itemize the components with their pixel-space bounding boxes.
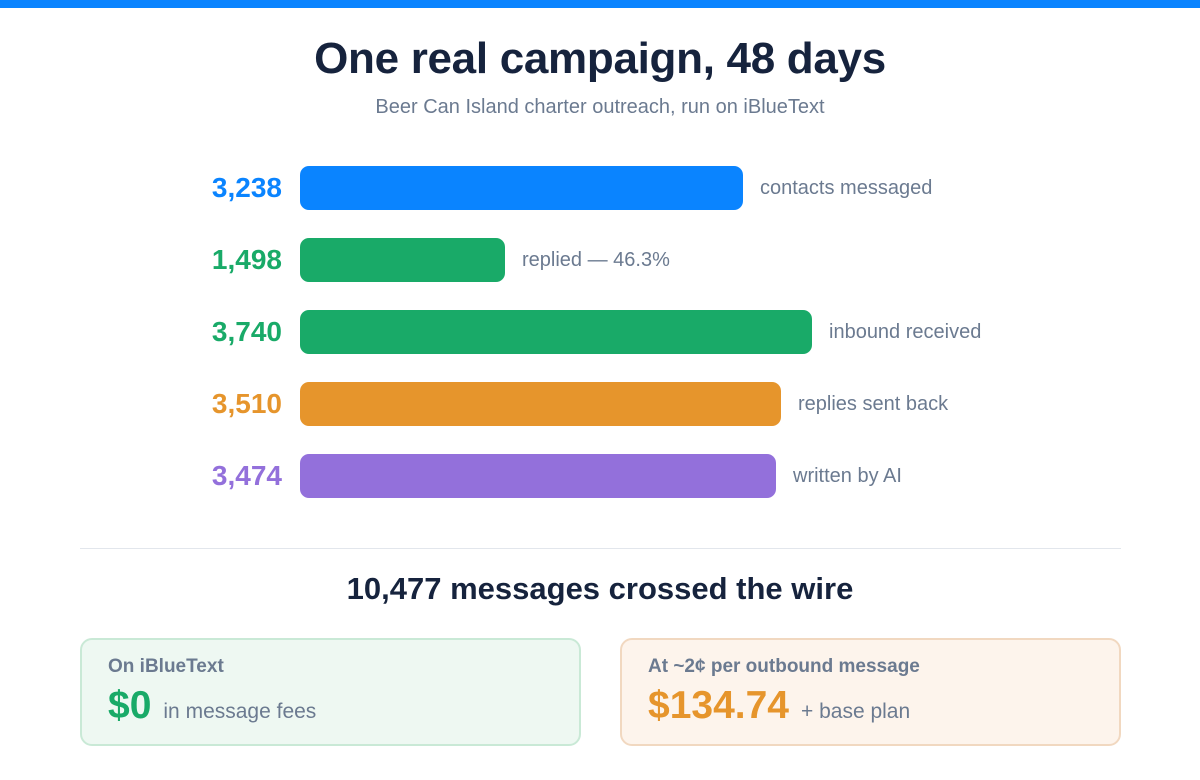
per-message-cost-card: At ~2¢ per outbound message $134.74 + ba… — [620, 638, 1121, 746]
bar — [300, 238, 505, 282]
bar — [300, 310, 812, 354]
bar-label: replied — 46.3% — [522, 249, 670, 271]
card-heading: At ~2¢ per outbound message — [648, 656, 920, 677]
bar-value: 1,498 — [211, 244, 282, 275]
card-amount-row: $0 in message fees — [108, 684, 316, 728]
page-subtitle: Beer Can Island charter outreach, run on… — [375, 96, 825, 118]
bar-label: contacts messaged — [760, 177, 933, 199]
bar-value: 3,238 — [211, 172, 282, 203]
card-amount-row: $134.74 + base plan — [648, 684, 910, 728]
bar-label: inbound received — [829, 321, 982, 343]
card-amount: $0 — [108, 684, 152, 727]
bar-value: 3,740 — [211, 316, 282, 347]
section-divider — [80, 548, 1121, 549]
page-title: One real campaign, 48 days — [314, 34, 886, 83]
card-note: in message fees — [163, 700, 317, 723]
bar-value: 3,474 — [211, 460, 282, 491]
top-accent-bar — [0, 0, 1200, 8]
stats-bar-chart: 3,238 contacts messaged 1,498 replied — 46.… — [0, 150, 1200, 520]
bar — [300, 382, 781, 426]
bar — [300, 454, 776, 498]
bar-label: replies sent back — [798, 393, 949, 415]
bar-label: written by AI — [793, 465, 902, 487]
card-amount: $134.74 — [648, 684, 789, 727]
bar-value: 3,510 — [211, 388, 282, 419]
card-heading: On iBlueText — [108, 656, 224, 677]
iblue-cost-card: On iBlueText $0 in message fees — [80, 638, 581, 746]
card-note: + base plan — [800, 700, 911, 723]
bar — [300, 166, 743, 210]
summary-heading: 10,477 messages crossed the wire — [346, 571, 854, 606]
